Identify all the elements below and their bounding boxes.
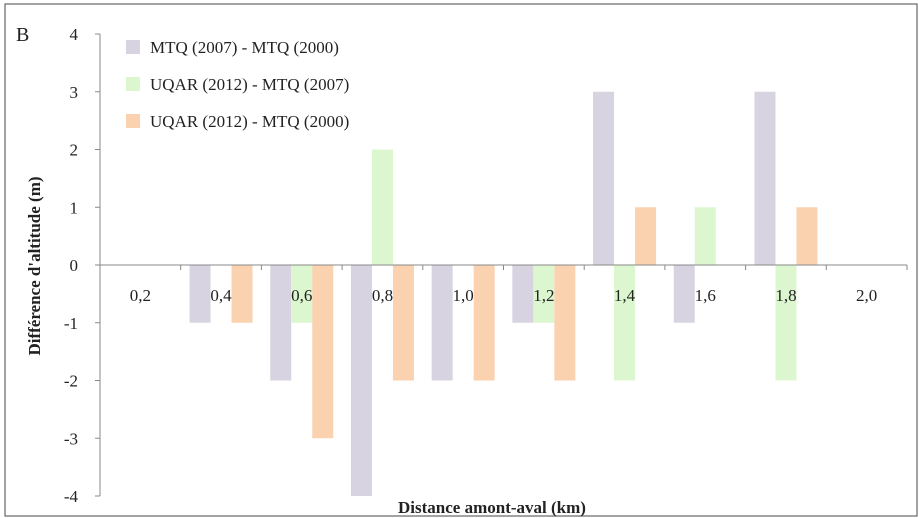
- bar-series-2-0-6: [291, 265, 313, 323]
- legend-label-3: UQAR (2012) - MTQ (2000): [150, 112, 349, 131]
- bar-series-3-0-4: [231, 265, 253, 323]
- y-tick-label: 3: [70, 83, 79, 102]
- bar-series-3-1-0: [473, 265, 495, 381]
- x-tick-label: 0,2: [130, 286, 151, 305]
- y-tick-label: 0: [70, 256, 79, 275]
- y-axis-title: Différence d'altitude (m): [25, 176, 44, 355]
- x-tick-label: 1,2: [533, 286, 554, 305]
- bar-series-1-1-8: [754, 91, 776, 265]
- x-tick-label: 1,0: [453, 286, 474, 305]
- bar-series-2-0-8: [371, 149, 393, 265]
- legend-swatch-2: [126, 77, 140, 91]
- bar-series-2-1-6: [694, 207, 716, 265]
- x-tick-label: 0,6: [291, 286, 312, 305]
- bar-series-2-1-4: [614, 265, 636, 381]
- bar-series-1-0-4: [189, 265, 211, 323]
- panel-label: B: [16, 24, 29, 46]
- x-axis-title: Distance amont-aval (km): [398, 498, 586, 517]
- y-tick-label: -2: [64, 372, 78, 391]
- legend-label-2: UQAR (2012) - MTQ (2007): [150, 75, 349, 94]
- bar-series-3-0-6: [312, 265, 334, 439]
- bar-series-1-1-4: [593, 91, 615, 265]
- x-tick-label: 1,6: [695, 286, 716, 305]
- legend-label-1: MTQ (2007) - MTQ (2000): [150, 38, 339, 57]
- x-tick-label: 0,4: [210, 286, 232, 305]
- x-tick-label: 0,8: [372, 286, 393, 305]
- bar-series-2-1-2: [533, 265, 555, 323]
- y-tick-label: -1: [64, 314, 78, 333]
- bar-series-1-1-6: [673, 265, 695, 323]
- bar-series-3-1-2: [554, 265, 576, 381]
- bar-series-1-1-2: [512, 265, 534, 323]
- bar-series-1-1-0: [431, 265, 453, 381]
- y-tick-label: -4: [64, 487, 79, 506]
- y-tick-label: -3: [64, 429, 78, 448]
- bar-series-3-1-8: [796, 207, 818, 265]
- y-tick-label: 4: [70, 25, 79, 44]
- legend-swatch-1: [126, 40, 140, 54]
- bar-series-1-0-8: [350, 265, 372, 496]
- x-tick-label: 1,4: [614, 286, 636, 305]
- x-tick-label: 2,0: [856, 286, 877, 305]
- x-tick-label: 1,8: [775, 286, 796, 305]
- bar-series-2-1-8: [775, 265, 797, 381]
- y-tick-label: 1: [70, 198, 79, 217]
- bar-series-3-0-8: [392, 265, 414, 381]
- legend-swatch-3: [126, 114, 140, 128]
- bar-series-3-1-4: [635, 207, 657, 265]
- chart-frame: [4, 3, 918, 517]
- bar-series-1-0-6: [270, 265, 292, 381]
- y-tick-label: 2: [70, 141, 79, 160]
